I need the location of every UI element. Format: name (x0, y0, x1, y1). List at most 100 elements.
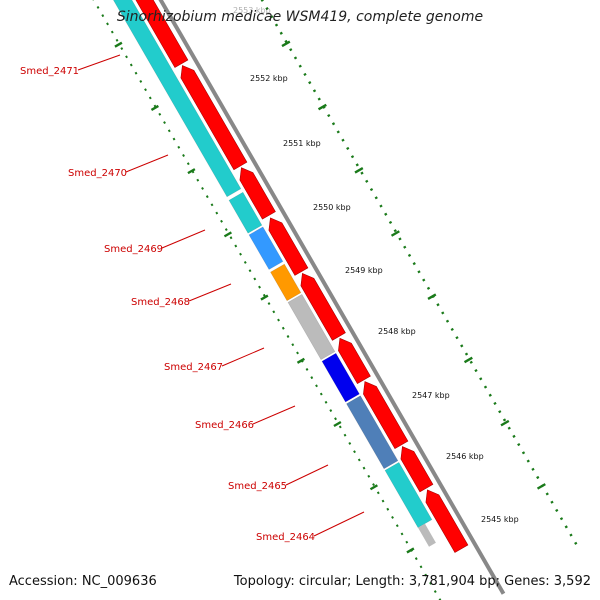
outer-tick (312, 89, 317, 93)
outer-tick (346, 146, 350, 151)
outer-tick (545, 492, 549, 496)
major-tick (333, 420, 342, 428)
inner-tick (139, 79, 143, 83)
outer-tick-ring (260, 0, 578, 545)
inner-tick (158, 112, 162, 116)
inner-tick (167, 129, 171, 133)
backbone-ring (158, 0, 506, 595)
inner-tick (120, 47, 124, 50)
outer-tick (498, 410, 502, 414)
inner-tick (101, 14, 105, 18)
inner-tick (362, 466, 366, 470)
inner-tick (243, 260, 247, 264)
inner-tick (319, 392, 323, 396)
outer-tick (336, 130, 340, 134)
map-title: Sinorhizobium medicae WSM419, complete g… (116, 9, 484, 25)
cds-arrow (180, 65, 248, 171)
gene-label: Smed_2464 (256, 532, 315, 543)
cog-segment (270, 263, 302, 302)
outer-tick (393, 229, 397, 233)
label-leader (77, 54, 121, 71)
major-tick (390, 230, 400, 237)
major-tick (406, 547, 415, 554)
outer-tick (517, 443, 521, 447)
outer-tick (483, 385, 488, 389)
inner-tick (367, 474, 371, 478)
inner-tick (144, 88, 147, 92)
inner-tick (110, 30, 114, 34)
inner-tick (334, 417, 337, 421)
gene-label: Smed_2468 (131, 297, 190, 308)
outer-tick (536, 475, 540, 480)
inner-tick (163, 121, 166, 125)
inner-tick (315, 384, 318, 388)
outer-tick (507, 426, 511, 430)
outer-tick (488, 393, 492, 397)
outer-tick (289, 48, 293, 52)
inner-tick (205, 195, 209, 199)
label-leader (252, 405, 296, 425)
outer-tick (388, 220, 393, 225)
major-tick (296, 357, 305, 364)
outer-tick (422, 278, 426, 282)
inner-tick (272, 310, 276, 314)
inner-tick (324, 400, 328, 404)
inner-tick (129, 63, 133, 67)
gene-label: Smed_2471 (20, 66, 79, 77)
outer-tick (526, 459, 530, 463)
cog-segment (384, 461, 433, 529)
outer-tick (341, 138, 345, 142)
outer-tick (374, 196, 378, 200)
cog-segment (321, 352, 360, 403)
cds-arrow (268, 217, 309, 276)
tick-label: 2549 kbp (345, 266, 383, 275)
outer-tick (270, 15, 274, 19)
outer-tick (398, 237, 402, 241)
inner-tick (267, 302, 271, 306)
outer-tick (403, 245, 407, 249)
outer-tick (531, 467, 535, 471)
tick-label: 2548 kbp (378, 327, 416, 336)
inner-tick (220, 219, 223, 223)
inner-tick (286, 335, 290, 338)
tick-label: 2551 kbp (283, 139, 321, 148)
label-leader (125, 154, 169, 173)
inner-tick (125, 55, 128, 59)
outer-tick (407, 253, 412, 257)
tick-label: 2550 kbp (313, 203, 351, 212)
outer-tick (327, 113, 331, 118)
tick-labels: 2553 kbp 2552 kbp 2551 kbp 2550 kbp 2549 kbp… (233, 6, 519, 524)
gene-label: Smed_2467 (164, 362, 223, 373)
cog-segment (346, 395, 399, 470)
major-tick (427, 293, 437, 301)
major-tick (150, 104, 159, 111)
gene-label: Smed_2466 (195, 420, 254, 431)
outer-tick (445, 319, 450, 323)
outer-tick (303, 72, 307, 76)
inner-tick (391, 516, 394, 519)
inner-tick (191, 170, 195, 174)
major-tick (223, 231, 232, 238)
cds-arrow (135, 0, 189, 68)
inner-tick (148, 96, 152, 100)
genome-summary-text: Topology: circular; Length: 3,781,904 bp… (233, 574, 591, 589)
outer-tick (564, 525, 568, 529)
inner-tick (201, 186, 204, 190)
outer-tick (521, 451, 526, 455)
outer-tick (555, 508, 559, 512)
tick-label: 2552 kbp (250, 74, 288, 83)
major-tick (536, 483, 546, 490)
inner-tick (296, 351, 299, 355)
cog-segment (248, 226, 284, 270)
inner-tick (376, 491, 380, 495)
outer-tick (474, 368, 478, 373)
inner-tick (405, 540, 409, 544)
inner-tick (281, 326, 285, 330)
gene-label: Smed_2470 (68, 168, 127, 179)
outer-tick (412, 262, 416, 266)
outer-tick (317, 97, 321, 101)
inner-tick (353, 450, 356, 454)
outer-tick (298, 64, 302, 68)
cds-arrow (300, 272, 346, 341)
inner-tick (234, 244, 238, 248)
